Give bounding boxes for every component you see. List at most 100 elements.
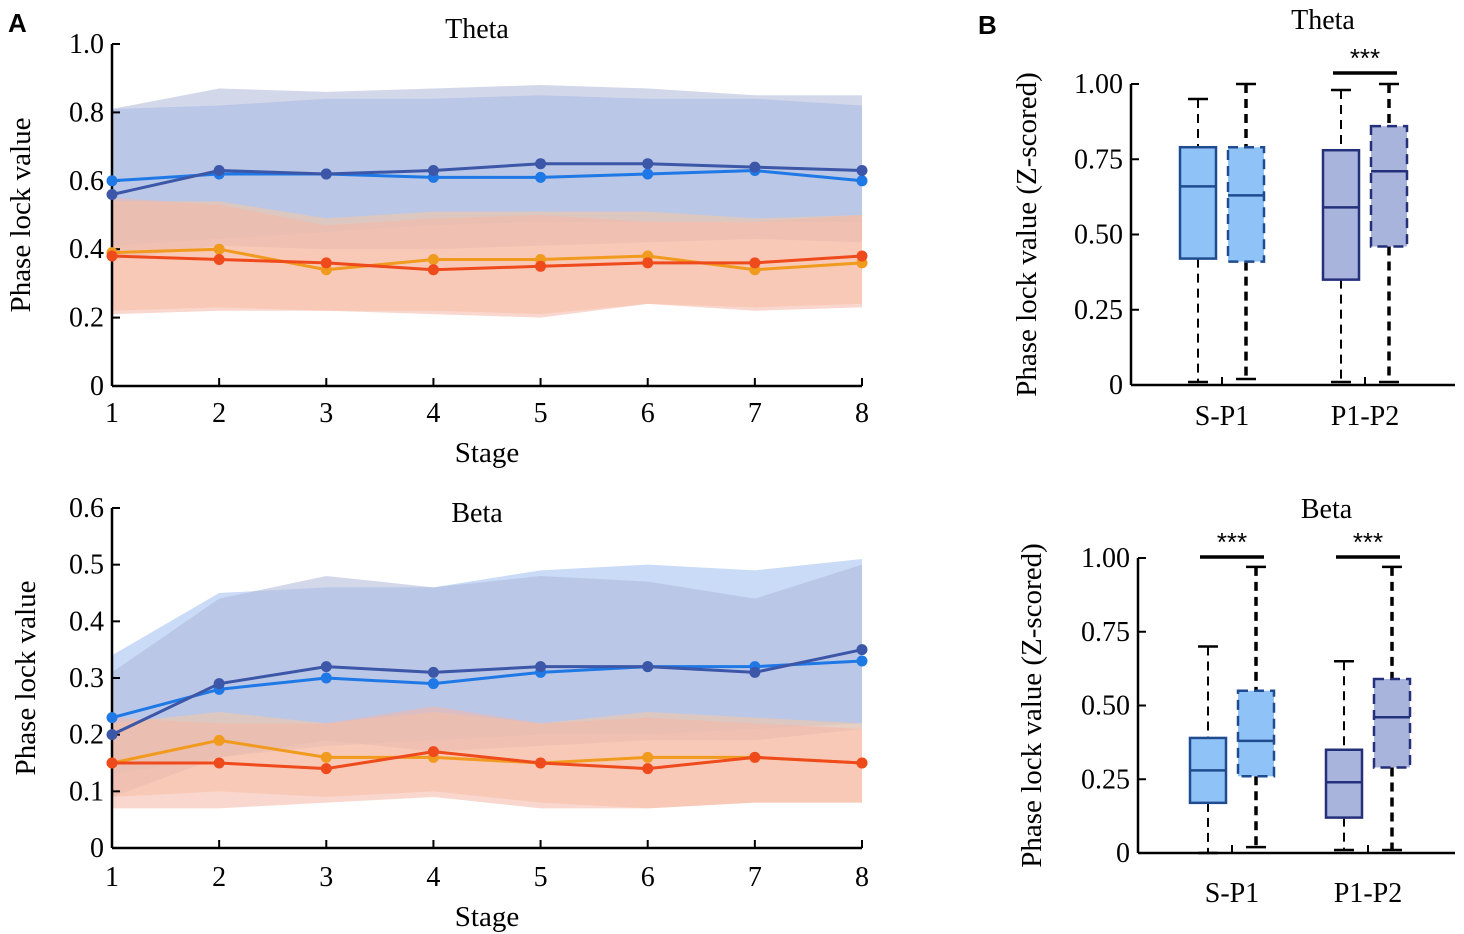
x-tick-label: 6 <box>641 398 655 429</box>
y-tick-label: 0 <box>1116 838 1130 869</box>
data-point <box>427 666 439 678</box>
y-axis-label: Phase lock value <box>10 581 42 776</box>
y-tick-label: 0.25 <box>1081 764 1130 795</box>
x-tick-label: 5 <box>534 862 548 893</box>
series-line <box>112 750 863 771</box>
data-point <box>427 165 439 177</box>
data-point <box>856 250 868 262</box>
data-point <box>320 661 332 673</box>
data-point <box>106 729 118 741</box>
data-point <box>749 161 761 173</box>
data-point <box>749 751 761 763</box>
x-tick-label: 7 <box>748 862 762 893</box>
data-point <box>642 763 654 775</box>
y-tick-label: 1.00 <box>1081 543 1130 574</box>
box-body <box>1226 145 1266 263</box>
series-line <box>111 648 863 737</box>
data-point <box>535 158 547 170</box>
data-point <box>106 188 118 200</box>
chart-title: Beta <box>1301 494 1353 525</box>
box-body <box>1369 124 1409 248</box>
box-body <box>1372 677 1412 769</box>
y-axis-label: Phase lock value <box>5 118 37 313</box>
y-tick-label: 0 <box>90 833 104 864</box>
x-tick-label: 3 <box>319 398 333 429</box>
data-point <box>535 260 547 272</box>
beta-box-chart: 0 0.25 0.50 0.75 1.00 Beta Phase lock value (Z… <box>1016 494 1455 909</box>
y-tick-label: 0.4 <box>69 606 104 637</box>
y-tick-label: 0.6 <box>69 493 104 524</box>
data-point <box>213 734 225 746</box>
y-tick-label: 0.5 <box>69 550 104 581</box>
x-tick-label: 5 <box>534 398 548 429</box>
x-tick-label: S-P1 <box>1195 401 1249 432</box>
data-point <box>749 666 761 678</box>
x-tick-label: P1-P2 <box>1331 401 1399 432</box>
data-point <box>320 257 332 269</box>
chart-title: Beta <box>451 498 503 529</box>
data-point <box>856 757 868 769</box>
y-tick-label: 0.75 <box>1074 144 1123 175</box>
box-body <box>1321 148 1361 281</box>
series-line <box>111 247 863 272</box>
y-tick-label: 0.3 <box>69 663 104 694</box>
x-tick-label: 2 <box>212 398 226 429</box>
data-point <box>213 253 225 265</box>
data-point <box>427 746 439 758</box>
data-point <box>106 175 118 187</box>
data-point <box>642 168 654 180</box>
data-point <box>535 171 547 183</box>
data-point <box>642 257 654 269</box>
x-tick-label: 2 <box>212 862 226 893</box>
panel-letter-a: A <box>8 8 27 38</box>
data-point <box>213 678 225 690</box>
theta-box-chart: 0 0.25 0.50 0.75 1.00 Theta Phase lock value (… <box>1011 5 1455 432</box>
y-tick-label: 0.2 <box>69 303 104 334</box>
x-tick-label: 8 <box>855 398 869 429</box>
data-point <box>856 655 868 667</box>
chart-title: Theta <box>445 14 509 45</box>
x-tick-label: 4 <box>426 862 440 893</box>
y-tick-label: 0.1 <box>69 776 104 807</box>
y-tick-label: 0.50 <box>1081 691 1130 722</box>
y-tick-label: 1.00 <box>1074 69 1123 100</box>
data-point <box>213 243 225 255</box>
data-point <box>535 661 547 673</box>
data-point <box>642 751 654 763</box>
y-axis-label: Phase lock value (Z-scored) <box>1011 72 1043 397</box>
series-line <box>111 659 863 720</box>
data-point <box>427 678 439 690</box>
y-tick-label: 0.2 <box>69 720 104 751</box>
data-point <box>320 672 332 684</box>
data-point <box>427 264 439 276</box>
data-point <box>749 257 761 269</box>
data-point <box>106 712 118 724</box>
y-tick-label: 0.50 <box>1074 220 1123 251</box>
data-point <box>106 250 118 262</box>
data-point <box>320 168 332 180</box>
theta-line-chart: 0 0.2 0.4 0.6 0.8 1.0 Theta Phase lock value 1 2 3… <box>5 14 869 469</box>
x-tick-label: 1 <box>105 862 119 893</box>
x-tick-label: P1-P2 <box>1334 878 1402 909</box>
data-point <box>320 751 332 763</box>
data-point <box>106 757 118 769</box>
data-point <box>856 175 868 187</box>
y-tick-label: 0.4 <box>69 234 104 265</box>
y-tick-label: 0.75 <box>1081 617 1130 648</box>
significance-stars: *** <box>1350 43 1380 73</box>
y-tick-label: 0.8 <box>69 97 104 128</box>
y-tick-label: 0.25 <box>1074 295 1123 326</box>
box-body <box>1178 145 1218 260</box>
y-tick-label: 0 <box>90 371 104 402</box>
beta-line-chart: 0 0.1 0.2 0.3 0.4 0.5 0.6 Beta Phase lock value 1… <box>10 493 869 933</box>
data-point <box>642 158 654 170</box>
series-line <box>111 254 863 272</box>
x-tick-label: 6 <box>641 862 655 893</box>
panel-letter-b: B <box>978 10 997 40</box>
data-point <box>856 165 868 177</box>
series-line <box>111 169 863 183</box>
box-body <box>1324 748 1364 819</box>
data-point <box>213 757 225 769</box>
x-tick-label: 8 <box>855 862 869 893</box>
